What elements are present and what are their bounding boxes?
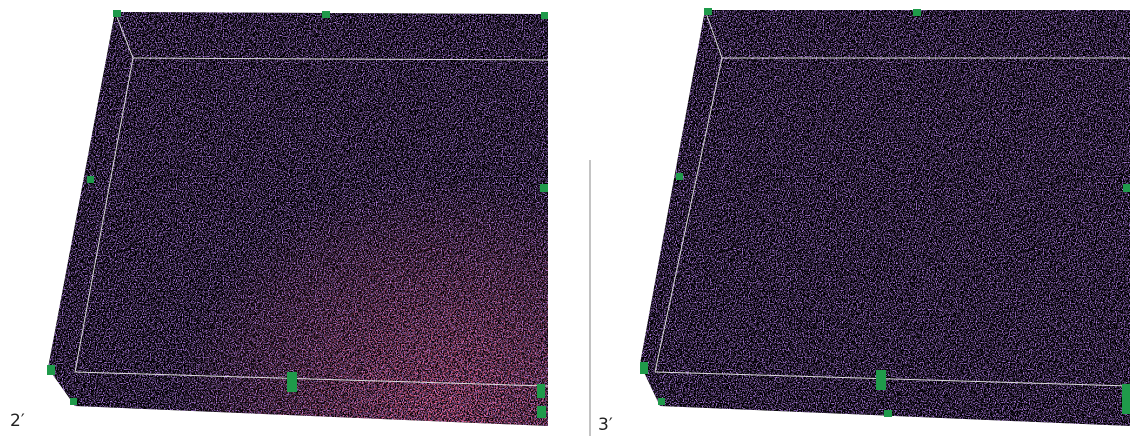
panel-right: 3′ bbox=[598, 8, 1130, 435]
signal bbox=[640, 10, 1130, 426]
figure: 2′ 3′ bbox=[0, 0, 1130, 436]
signal-red bbox=[48, 12, 548, 426]
panel-label: 2′ bbox=[10, 411, 25, 431]
panel-label: 3′ bbox=[598, 415, 613, 435]
panel-left: 2′ bbox=[10, 10, 548, 431]
